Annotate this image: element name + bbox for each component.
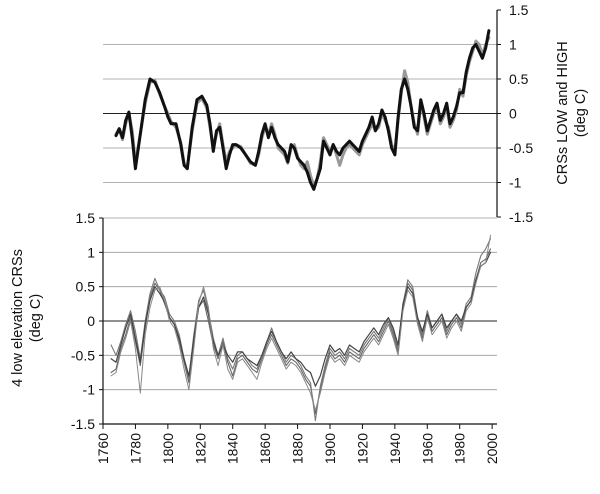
top-y-axis-title: CRSs LOW and HIGH — [555, 41, 571, 184]
bottom-series-line-2 — [110, 238, 492, 422]
y-tick-label: 0.5 — [509, 71, 529, 87]
y-tick-label: -1.5 — [71, 416, 95, 432]
bottom-y-ticks: 1.5 1 0.5 0 -0.5 -1 -1.5 — [71, 210, 103, 432]
top-y-ticks: 1.5 1 0.5 0 -0.5 -1 -1.5 — [497, 2, 533, 225]
bottom-y-axis-units: (deg C) — [28, 294, 44, 342]
top-y-axis-units: (deg C) — [573, 89, 589, 137]
x-tick-label: 1920 — [354, 433, 370, 464]
y-tick-label: 0 — [509, 106, 517, 122]
top-series-line-2 — [114, 29, 491, 191]
bottom-series-group — [110, 234, 492, 422]
y-tick-label: 0 — [87, 313, 95, 329]
x-tick-label: 1840 — [225, 433, 241, 464]
x-tick-label: 1860 — [257, 433, 273, 464]
y-tick-label: -1 — [509, 175, 522, 191]
top-panel: 1.5 1 0.5 0 -0.5 -1 -1.5 CRSs LOW and HIGH (de… — [103, 2, 589, 225]
x-tick-label: 1900 — [322, 433, 338, 464]
x-ticks: 1760 1780 1800 1820 1840 1860 1880 1900 1920 1940… — [95, 424, 500, 464]
x-tick-label: 1780 — [127, 433, 143, 464]
y-tick-label: -0.5 — [71, 347, 95, 363]
x-tick-label: 1960 — [419, 433, 435, 464]
x-tick-label: 1980 — [452, 433, 468, 464]
x-tick-label: 1800 — [160, 433, 176, 464]
y-tick-label: 1 — [509, 37, 517, 53]
x-tick-label: 1820 — [192, 433, 208, 464]
y-tick-label: 1 — [87, 244, 95, 260]
y-tick-label: 1.5 — [76, 210, 96, 226]
top-series-group — [114, 29, 491, 191]
x-tick-label: 1880 — [290, 433, 306, 464]
y-tick-label: -1.5 — [509, 209, 533, 225]
bottom-series-line-4 — [110, 234, 491, 411]
y-tick-label: 0.5 — [76, 279, 96, 295]
bottom-gridlines — [103, 217, 497, 425]
y-tick-label: -1 — [83, 382, 96, 398]
bottom-y-axis-title: 4 low elevation CRSs — [10, 249, 26, 387]
x-tick-label: 2000 — [484, 433, 500, 464]
x-tick-label: 1760 — [95, 433, 111, 464]
x-tick-label: 1940 — [387, 433, 403, 464]
bottom-panel: 1.510.50-0.5-1-1.5 1760 1780 1800 1820 1840 1… — [10, 210, 500, 464]
bottom-series-line-3 — [110, 251, 492, 387]
bottom-series-line-1 — [110, 248, 492, 415]
y-tick-label: 1.5 — [509, 2, 529, 18]
y-tick-label: -0.5 — [509, 140, 533, 156]
